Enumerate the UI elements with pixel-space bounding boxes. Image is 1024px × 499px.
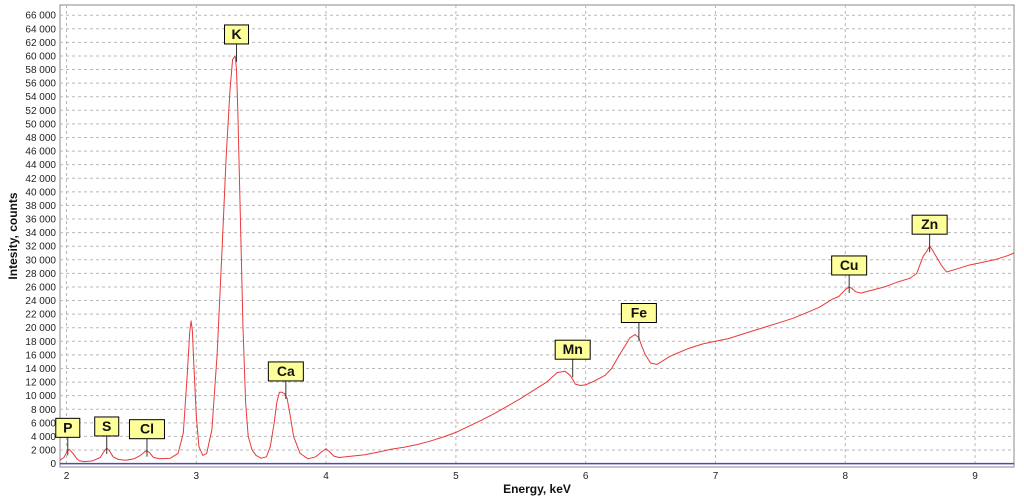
peak-label-ca: Ca xyxy=(267,361,304,399)
y-tick-label: 34 000 xyxy=(25,228,56,239)
peak-label-text: Zn xyxy=(921,216,938,232)
y-tick-label: 24 000 xyxy=(25,296,56,307)
peak-label-box xyxy=(911,214,948,235)
peak-label-box xyxy=(128,419,165,440)
y-tick-label: 12 000 xyxy=(25,378,56,389)
y-axis-label: Intesity, counts xyxy=(6,192,20,279)
y-tick-label: 26 000 xyxy=(25,282,56,293)
y-tick-label: 10 000 xyxy=(25,391,56,402)
y-axis-ticks: 0 2 000 4 000 6 000 8 000 10 000 12 000 14 000 1… xyxy=(25,11,56,470)
series-layer xyxy=(59,55,1015,463)
peak-label-box xyxy=(267,361,304,382)
x-tick-label: 5 xyxy=(453,471,459,482)
y-tick-label: 6 000 xyxy=(31,418,56,429)
spectrum-line xyxy=(59,55,1015,463)
peak-label-box xyxy=(224,24,250,45)
peak-label-box xyxy=(831,255,868,276)
peak-label-cl: Cl xyxy=(128,419,165,457)
y-tick-label: 40 000 xyxy=(25,187,56,198)
grid-lines xyxy=(60,5,1014,467)
peak-label-s: S xyxy=(94,416,120,454)
peak-label-fe: Fe xyxy=(620,303,657,341)
y-tick-label: 2 000 xyxy=(31,446,56,457)
y-tick-label: 16 000 xyxy=(25,350,56,361)
y-tick-label: 4 000 xyxy=(31,432,56,443)
y-tick-label: 0 xyxy=(50,459,56,470)
y-tick-label: 30 000 xyxy=(25,255,56,266)
y-tick-label: 56 000 xyxy=(25,79,56,90)
y-tick-label: 62 000 xyxy=(25,38,56,49)
peak-label-text: P xyxy=(63,419,72,435)
x-tick-label: 6 xyxy=(583,471,589,482)
y-tick-label: 60 000 xyxy=(25,51,56,62)
peak-label-box xyxy=(55,417,81,438)
peak-label-p: P xyxy=(55,417,81,456)
y-tick-label: 14 000 xyxy=(25,364,56,375)
y-tick-label: 54 000 xyxy=(25,92,56,103)
peak-label-zn: Zn xyxy=(911,214,948,253)
x-tick-label: 2 xyxy=(64,471,70,482)
y-tick-label: 50 000 xyxy=(25,119,56,130)
y-tick-label: 66 000 xyxy=(25,11,56,22)
peak-label-box xyxy=(620,303,657,324)
peak-label-mn: Mn xyxy=(554,339,591,378)
y-tick-label: 46 000 xyxy=(25,147,56,158)
peak-label-text: Cl xyxy=(140,421,154,437)
y-tick-label: 42 000 xyxy=(25,174,56,185)
peak-label-text: Mn xyxy=(563,341,583,357)
x-axis-label: Energy, keV xyxy=(503,482,571,496)
peak-label-box xyxy=(94,416,120,437)
plot-area xyxy=(59,4,1015,468)
x-axis-ticks: 2 3 4 5 6 7 8 9 xyxy=(64,471,979,482)
y-tick-label: 52 000 xyxy=(25,106,56,117)
peak-label-text: S xyxy=(102,418,111,434)
peak-label-text: Cu xyxy=(840,257,859,273)
y-tick-label: 22 000 xyxy=(25,310,56,321)
y-tick-label: 32 000 xyxy=(25,242,56,253)
y-tick-label: 48 000 xyxy=(25,133,56,144)
x-tick-label: 7 xyxy=(713,471,719,482)
peak-label-text: Fe xyxy=(631,305,648,321)
peak-label-box xyxy=(554,339,591,360)
y-tick-label: 8 000 xyxy=(31,405,56,416)
peak-labels: P S Cl K Ca Mn Fe Cu Zn xyxy=(55,24,948,457)
x-tick-label: 8 xyxy=(842,471,848,482)
y-tick-label: 20 000 xyxy=(25,323,56,334)
y-tick-label: 18 000 xyxy=(25,337,56,348)
y-tick-label: 36 000 xyxy=(25,215,56,226)
peak-label-text: K xyxy=(231,26,241,42)
peak-label-k: K xyxy=(224,24,250,62)
y-tick-label: 58 000 xyxy=(25,65,56,76)
peak-label-cu: Cu xyxy=(831,255,868,293)
x-tick-label: 9 xyxy=(972,471,978,482)
y-tick-label: 64 000 xyxy=(25,24,56,35)
x-tick-label: 4 xyxy=(323,471,329,482)
y-tick-label: 44 000 xyxy=(25,160,56,171)
y-tick-label: 38 000 xyxy=(25,201,56,212)
peak-label-text: Ca xyxy=(277,363,295,379)
y-tick-label: 28 000 xyxy=(25,269,56,280)
x-tick-label: 3 xyxy=(194,471,200,482)
